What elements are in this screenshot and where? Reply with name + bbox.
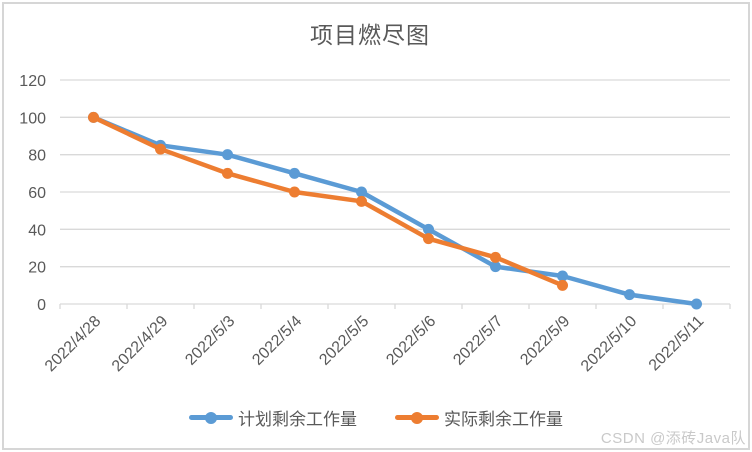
y-tick-label: 60 bbox=[28, 185, 46, 202]
watermark: CSDN @添砖Java队 bbox=[600, 430, 746, 447]
y-tick-label: 0 bbox=[37, 297, 46, 314]
series-line-1 bbox=[91, 115, 565, 288]
x-tick-label: 2022/5/5 bbox=[316, 313, 372, 369]
chart-title: 项目燃尽图 bbox=[310, 22, 430, 48]
x-tick-label: 2022/5/11 bbox=[646, 313, 708, 375]
data-point-marker bbox=[557, 270, 568, 282]
data-point-marker bbox=[423, 233, 434, 245]
y-tick-label: 100 bbox=[19, 110, 46, 127]
data-point-marker bbox=[289, 186, 300, 198]
data-point-marker bbox=[222, 149, 233, 161]
y-tick-label: 20 bbox=[28, 260, 46, 277]
series-line-0 bbox=[91, 115, 699, 307]
legend-dot-icon bbox=[205, 411, 217, 424]
x-tick-label: 2022/5/6 bbox=[383, 313, 439, 369]
x-tick-label: 2022/4/29 bbox=[109, 313, 171, 375]
data-point-marker bbox=[155, 143, 166, 155]
data-point-marker bbox=[490, 261, 501, 273]
data-point-marker bbox=[356, 186, 367, 198]
x-tick-label: 2022/5/4 bbox=[249, 313, 305, 369]
data-point-marker bbox=[691, 298, 702, 310]
legend-line-marker-icon bbox=[189, 411, 233, 424]
x-tick-label: 2022/5/3 bbox=[182, 313, 238, 369]
legend-line-marker-icon bbox=[395, 411, 439, 424]
data-point-marker bbox=[423, 223, 434, 235]
legend: 计划剩余工作量 实际剩余工作量 bbox=[0, 405, 752, 430]
legend-item-actual: 实际剩余工作量 bbox=[395, 405, 563, 430]
data-point-marker bbox=[490, 251, 501, 263]
data-point-marker bbox=[289, 167, 300, 179]
y-tick-label: 80 bbox=[28, 148, 46, 165]
data-point-marker bbox=[222, 167, 233, 179]
data-point-marker bbox=[88, 111, 99, 123]
legend-label-actual: 实际剩余工作量 bbox=[444, 410, 563, 429]
y-tick-label: 120 bbox=[19, 73, 46, 90]
data-point-marker bbox=[624, 289, 635, 301]
x-tick-label: 2022/4/28 bbox=[42, 313, 104, 375]
y-tick-label: 40 bbox=[28, 222, 46, 239]
data-point-marker bbox=[557, 279, 568, 291]
x-tick-label: 2022/5/10 bbox=[578, 313, 640, 375]
legend-label-planned: 计划剩余工作量 bbox=[238, 410, 357, 429]
legend-dot-icon bbox=[411, 411, 423, 424]
x-tick-label: 2022/5/7 bbox=[450, 313, 506, 369]
data-point-marker bbox=[356, 195, 367, 207]
x-tick-label: 2022/5/9 bbox=[517, 313, 573, 369]
legend-item-planned: 计划剩余工作量 bbox=[189, 405, 357, 430]
